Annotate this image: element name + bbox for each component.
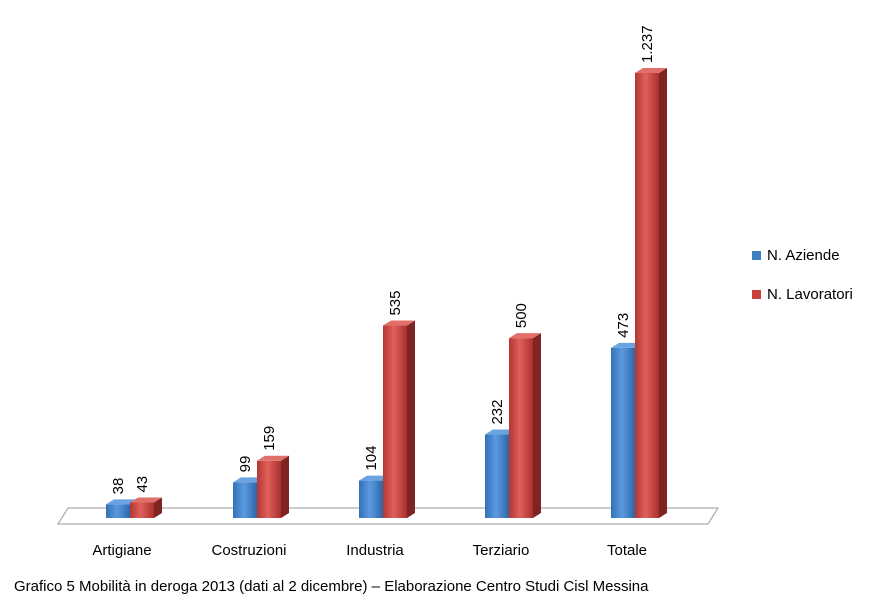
bar-side: [533, 333, 541, 518]
bar-side: [407, 320, 415, 518]
bar-front: [485, 434, 509, 518]
bar-totale-lavoratori: [635, 68, 667, 518]
bar-top: [383, 320, 415, 326]
bar-industria-lavoratori: [383, 320, 415, 518]
category-label-terziario: Terziario: [473, 542, 530, 559]
legend-swatch-lavoratori: [752, 290, 761, 299]
bar-front: [635, 73, 659, 518]
bar-artigiane-lavoratori: [130, 497, 162, 518]
bar-top: [257, 455, 289, 461]
data-label-costruzioni-lavoratori: 159: [261, 426, 278, 451]
category-label-artigiane: Artigiane: [92, 542, 151, 559]
category-labels: Artigiane Costruzioni Industria Terziario To…: [92, 542, 647, 559]
data-label-industria-aziende: 104: [363, 446, 380, 471]
bar-top: [635, 68, 667, 73]
data-label-artigiane-aziende: 38: [110, 478, 127, 495]
bar-front: [509, 338, 533, 518]
bar-front: [611, 347, 635, 518]
legend-item-lavoratori: N. Lavoratori: [752, 286, 853, 303]
bar-side: [659, 68, 667, 518]
data-label-costruzioni-aziende: 99: [237, 456, 254, 473]
bar-side: [154, 497, 162, 518]
legend-swatch-aziende: [752, 251, 761, 260]
category-label-totale: Totale: [607, 542, 647, 559]
chart-caption: Grafico 5 Mobilità in deroga 2013 (dati …: [14, 578, 649, 595]
legend-label-aziende: N. Aziende: [767, 247, 840, 264]
data-label-terziario-aziende: 232: [489, 400, 506, 425]
legend-label-lavoratori: N. Lavoratori: [767, 286, 853, 303]
bar-front: [383, 325, 407, 518]
bar-side: [281, 455, 289, 518]
bars-layer: 38 43 99 159 104 535 232 500 473 1.237: [106, 25, 667, 518]
bar-front: [257, 460, 281, 518]
bar-front: [359, 480, 383, 518]
bar-top: [509, 333, 541, 339]
category-label-costruzioni: Costruzioni: [211, 542, 286, 559]
bar-terziario-lavoratori: [509, 333, 541, 518]
bar-costruzioni-lavoratori: [257, 455, 289, 518]
data-label-terziario-lavoratori: 500: [513, 303, 530, 328]
legend-item-aziende: N. Aziende: [752, 247, 840, 264]
bar-front: [233, 482, 257, 518]
data-label-totale-lavoratori: 1.237: [639, 25, 656, 63]
category-label-industria: Industria: [346, 542, 404, 559]
bar-top: [130, 497, 162, 503]
bar-front: [130, 502, 154, 518]
bar-front: [106, 504, 130, 518]
data-label-industria-lavoratori: 535: [387, 291, 404, 316]
data-label-totale-aziende: 473: [615, 313, 632, 338]
data-label-artigiane-lavoratori: 43: [134, 476, 151, 493]
